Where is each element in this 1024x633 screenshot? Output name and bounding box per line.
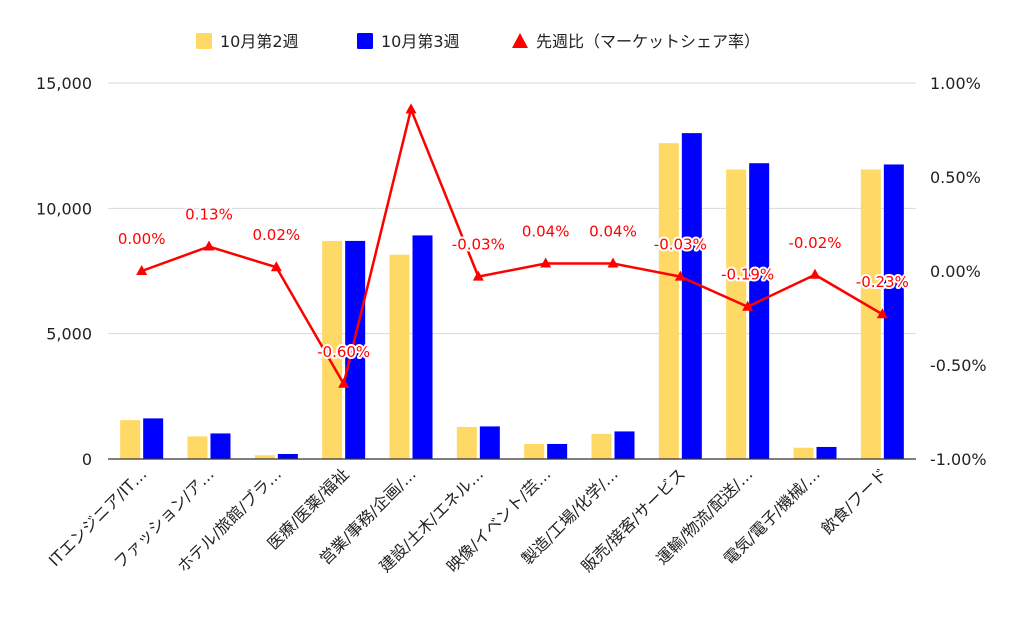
left-tick-label: 0 bbox=[82, 450, 92, 469]
left-tick-label: 10,000 bbox=[36, 199, 92, 218]
legend-swatch bbox=[196, 33, 212, 49]
share-marker bbox=[809, 268, 821, 279]
bars bbox=[120, 133, 904, 460]
bar bbox=[793, 447, 814, 459]
share-data-label: -0.03% bbox=[654, 236, 707, 254]
share-data-label: -0.23% bbox=[856, 273, 909, 291]
share-data-label: 0.04% bbox=[589, 222, 637, 240]
axes: 0 5,000 10,000 15,000 -1.00% -0.50% 0.00% 0.50%… bbox=[36, 74, 987, 469]
bar bbox=[479, 426, 500, 459]
legend: 10月第2週 10月第3週 先週比（マーケットシェア率） bbox=[196, 32, 760, 51]
bar bbox=[658, 143, 679, 459]
right-tick-label: -1.00% bbox=[930, 450, 987, 469]
bar bbox=[412, 235, 433, 459]
bar bbox=[277, 453, 298, 459]
legend-label: 先週比（マーケットシェア率） bbox=[536, 32, 760, 51]
bar bbox=[547, 443, 568, 459]
right-tick-label: -0.50% bbox=[930, 356, 987, 375]
legend-swatch bbox=[512, 33, 528, 48]
left-tick-label: 5,000 bbox=[46, 325, 92, 344]
bar bbox=[389, 254, 410, 459]
x-axis-labels: ITエンジニア/IT…ファッション/ア…ホテル/旅館/ブラ…医療/医薬/福祉営業… bbox=[45, 464, 891, 576]
bar bbox=[187, 436, 208, 459]
share-data-label: -0.02% bbox=[788, 234, 841, 252]
share-marker bbox=[674, 270, 686, 281]
bar bbox=[210, 433, 231, 459]
share-marker bbox=[405, 103, 417, 114]
category-label: 飲食/フード bbox=[817, 464, 891, 538]
share-marker bbox=[203, 240, 215, 251]
share-marker bbox=[136, 265, 148, 275]
bar bbox=[322, 240, 343, 459]
share-marker bbox=[742, 300, 754, 311]
gridlines bbox=[108, 82, 916, 335]
share-data-label: -0.60% bbox=[317, 343, 370, 361]
bar bbox=[254, 455, 275, 459]
bar bbox=[345, 240, 366, 459]
legend-swatch bbox=[357, 33, 373, 49]
share-line: 0.00% 0.13% 0.02% -0.60% -0.03% 0.04% 0.04% -0.… bbox=[116, 103, 911, 388]
share-marker bbox=[270, 261, 282, 272]
share-data-label: -0.03% bbox=[452, 236, 505, 254]
bar bbox=[681, 133, 702, 459]
legend-label: 10月第2週 bbox=[220, 32, 299, 51]
bar bbox=[726, 169, 747, 460]
legend-item: 10月第3週 bbox=[357, 32, 460, 51]
bar bbox=[524, 443, 545, 459]
bar bbox=[591, 433, 612, 459]
bar bbox=[883, 164, 904, 459]
share-data-label: 0.02% bbox=[253, 226, 301, 244]
share-data-label: 0.13% bbox=[185, 206, 233, 224]
share-marker bbox=[607, 257, 619, 268]
share-data-label: 0.04% bbox=[522, 222, 570, 240]
legend-item: 先週比（マーケットシェア率） bbox=[512, 32, 760, 51]
right-tick-label: 0.00% bbox=[930, 262, 981, 281]
bar bbox=[816, 446, 837, 459]
right-tick-label: 1.00% bbox=[930, 74, 981, 93]
bar bbox=[614, 431, 635, 459]
share-marker bbox=[876, 308, 888, 319]
share-data-label: 0.00% bbox=[118, 230, 166, 248]
bar bbox=[749, 163, 770, 460]
share-line-path bbox=[141, 108, 883, 386]
left-tick-label: 15,000 bbox=[36, 74, 92, 93]
legend-item: 10月第2週 bbox=[196, 32, 299, 51]
share-marker bbox=[540, 257, 552, 268]
bar bbox=[860, 169, 881, 460]
share-marker bbox=[472, 270, 484, 281]
bar bbox=[143, 418, 164, 459]
bar bbox=[456, 426, 477, 459]
bar bbox=[120, 420, 141, 459]
legend-label: 10月第3週 bbox=[381, 32, 460, 51]
share-data-label: -0.19% bbox=[721, 266, 774, 284]
share-marker bbox=[338, 377, 350, 388]
right-tick-label: 0.50% bbox=[930, 168, 981, 187]
